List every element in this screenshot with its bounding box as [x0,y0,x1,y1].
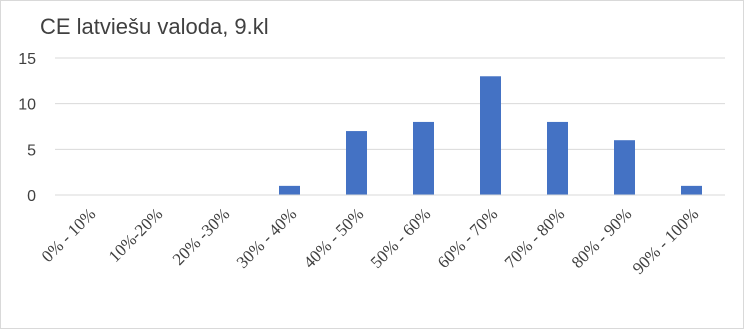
x-tick-label: 50% - 60% [367,204,435,272]
x-tick-label: 10%-20% [105,204,167,266]
x-tick-label: 60% - 70% [434,204,502,272]
bar [346,131,367,195]
bar [681,185,702,195]
y-axis-ticks: 0 5 10 15 [18,51,36,205]
y-tick-label: 0 [27,188,36,205]
x-tick-label: 20% -30% [169,204,234,269]
x-axis-categories: 0% - 10% 10%-20% 20% -30% 30% - 40% 40% - 50… [38,204,703,278]
x-tick-label: 80% - 90% [568,204,636,272]
x-tick-label: 70% - 80% [501,204,569,272]
bar [614,140,635,195]
chart-title: CE latviešu valoda, 9.kl [40,14,269,39]
y-tick-label: 15 [18,51,36,68]
x-tick-label: 30% - 40% [233,204,301,272]
bars [279,76,702,195]
bar [480,76,501,195]
x-tick-label: 0% - 10% [38,204,100,266]
x-tick-label: 40% - 50% [300,204,368,272]
bar [279,185,300,195]
x-tick-label: 90% - 100% [629,204,703,278]
bar [547,121,568,195]
bar [413,121,434,195]
y-tick-label: 10 [18,97,36,114]
gridlines [55,57,725,150]
y-tick-label: 5 [27,142,36,159]
